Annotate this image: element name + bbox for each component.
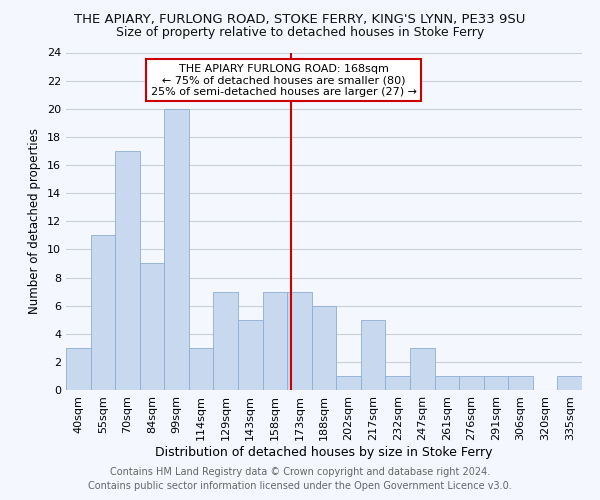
Bar — [434, 376, 459, 390]
Text: Contains HM Land Registry data © Crown copyright and database right 2024.
Contai: Contains HM Land Registry data © Crown c… — [88, 467, 512, 491]
Bar — [459, 376, 484, 390]
Bar — [238, 320, 263, 390]
Bar — [66, 348, 91, 390]
Bar — [287, 292, 312, 390]
Bar — [361, 320, 385, 390]
Y-axis label: Number of detached properties: Number of detached properties — [28, 128, 41, 314]
Bar — [336, 376, 361, 390]
Bar — [115, 151, 140, 390]
X-axis label: Distribution of detached houses by size in Stoke Ferry: Distribution of detached houses by size … — [155, 446, 493, 458]
Bar — [484, 376, 508, 390]
Bar — [189, 348, 214, 390]
Bar — [91, 236, 115, 390]
Bar — [214, 292, 238, 390]
Bar — [312, 306, 336, 390]
Bar — [140, 264, 164, 390]
Bar — [385, 376, 410, 390]
Text: THE APIARY, FURLONG ROAD, STOKE FERRY, KING'S LYNN, PE33 9SU: THE APIARY, FURLONG ROAD, STOKE FERRY, K… — [74, 12, 526, 26]
Bar — [410, 348, 434, 390]
Text: Size of property relative to detached houses in Stoke Ferry: Size of property relative to detached ho… — [116, 26, 484, 39]
Bar — [263, 292, 287, 390]
Bar — [164, 109, 189, 390]
Bar — [508, 376, 533, 390]
Text: THE APIARY FURLONG ROAD: 168sqm
← 75% of detached houses are smaller (80)
25% of: THE APIARY FURLONG ROAD: 168sqm ← 75% of… — [151, 64, 417, 97]
Bar — [557, 376, 582, 390]
